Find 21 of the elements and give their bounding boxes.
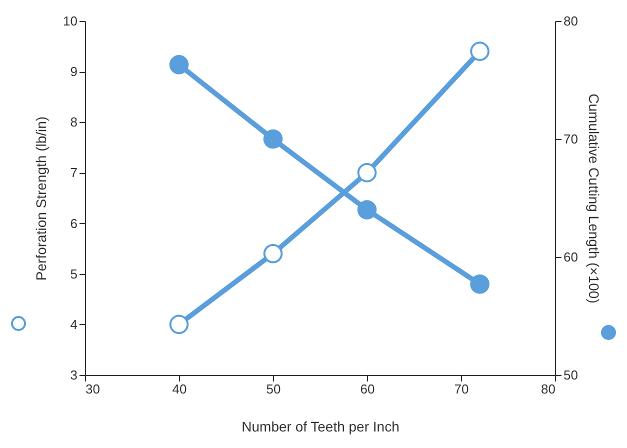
y2-tick-label: 70 <box>564 132 578 146</box>
y2-tick-label: 60 <box>564 250 578 264</box>
y-tick-label: 7 <box>70 165 78 180</box>
y-axis-title: Perforation Strength (lb/in) <box>33 116 50 281</box>
y2-tick-label: 50 <box>564 368 578 382</box>
x-tick-label: 80 <box>541 382 556 396</box>
y-tick-label: 8 <box>70 114 78 130</box>
y-tick-label: 5 <box>70 266 78 282</box>
x-tick-label: 50 <box>266 382 281 396</box>
y2-axis-title: Cumulative Cutting Length (×100) <box>586 94 602 304</box>
y-tick-label: 10 <box>63 14 78 28</box>
x-tick-label: 70 <box>454 382 469 396</box>
y2-tick-label: 80 <box>564 14 578 28</box>
y-tick-label: 9 <box>70 64 78 80</box>
x-axis-title: Number of Teeth per Inch <box>242 418 400 434</box>
x-tick-label: 40 <box>172 382 187 396</box>
x-tick-label: 30 <box>86 382 100 396</box>
y-tick-label: 4 <box>70 316 78 332</box>
y-tick-label: 6 <box>70 216 78 231</box>
y-tick-label: 3 <box>70 368 78 382</box>
x-tick-label: 60 <box>360 382 375 396</box>
